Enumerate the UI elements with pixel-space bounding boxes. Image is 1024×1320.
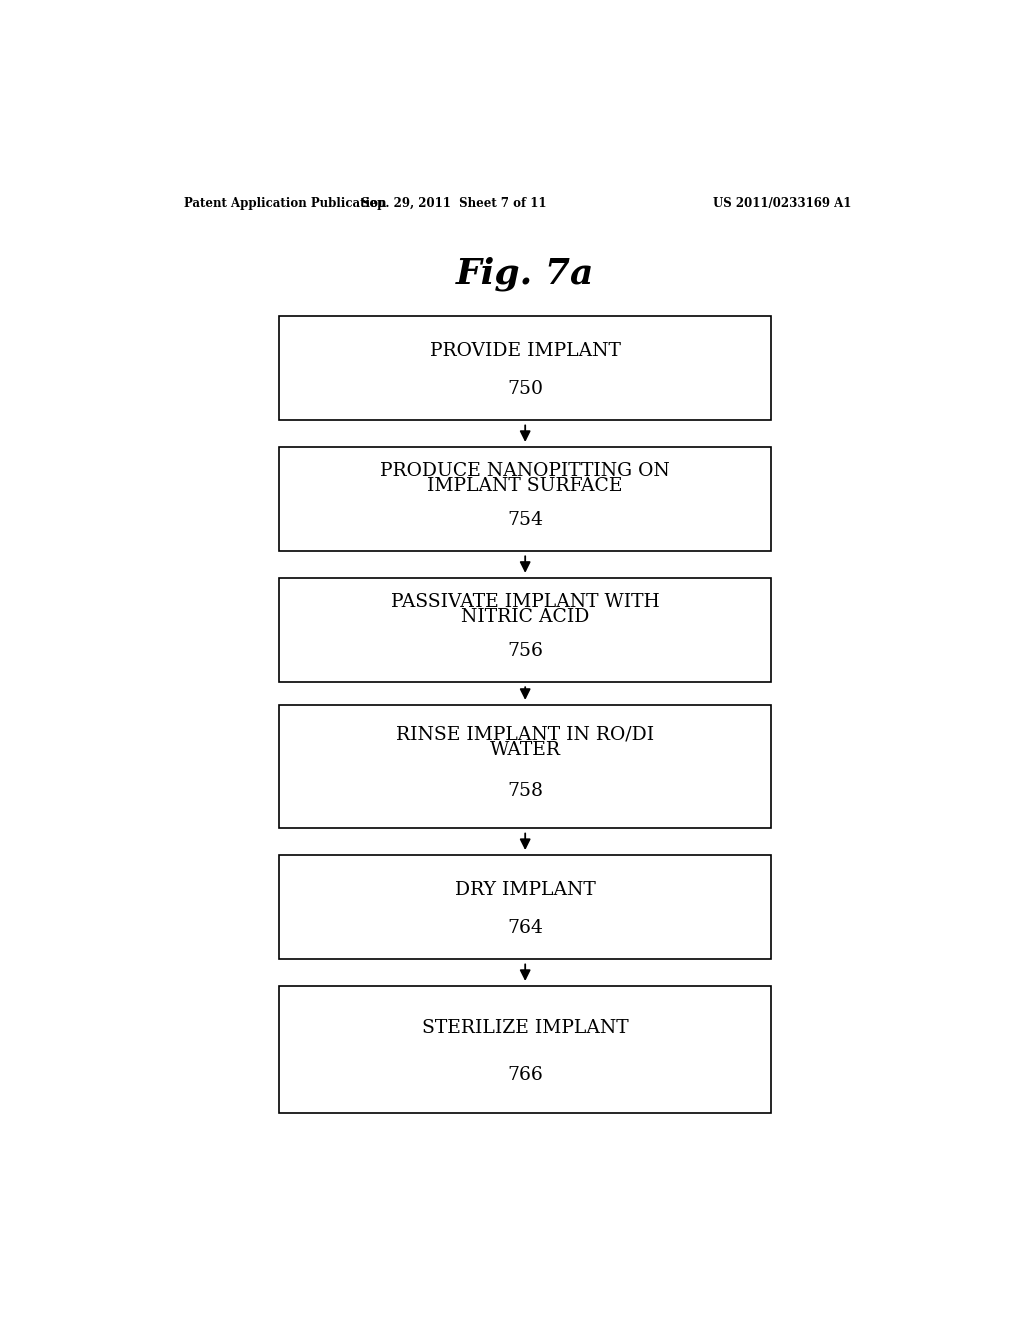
Text: 764: 764 <box>507 919 543 937</box>
Text: RINSE IMPLANT IN RO/DI: RINSE IMPLANT IN RO/DI <box>396 726 654 743</box>
Text: PASSIVATE IMPLANT WITH: PASSIVATE IMPLANT WITH <box>391 593 659 611</box>
Text: US 2011/0233169 A1: US 2011/0233169 A1 <box>713 197 852 210</box>
Text: 750: 750 <box>507 380 543 399</box>
Text: DRY IMPLANT: DRY IMPLANT <box>455 880 596 899</box>
Bar <box>280 317 771 420</box>
Bar <box>280 986 771 1113</box>
Text: 754: 754 <box>507 511 543 529</box>
Text: WATER: WATER <box>489 741 561 759</box>
Bar <box>280 855 771 960</box>
Text: 758: 758 <box>507 783 543 800</box>
Text: 766: 766 <box>507 1067 543 1084</box>
Text: PROVIDE IMPLANT: PROVIDE IMPLANT <box>430 342 621 359</box>
Text: 756: 756 <box>507 642 543 660</box>
Text: Patent Application Publication: Patent Application Publication <box>183 197 386 210</box>
Text: PRODUCE NANOPITTING ON: PRODUCE NANOPITTING ON <box>380 462 670 479</box>
Text: IMPLANT SURFACE: IMPLANT SURFACE <box>427 477 623 495</box>
Text: Sep. 29, 2011  Sheet 7 of 11: Sep. 29, 2011 Sheet 7 of 11 <box>360 197 546 210</box>
Text: STERILIZE IMPLANT: STERILIZE IMPLANT <box>422 1019 629 1038</box>
Bar <box>280 705 771 829</box>
Text: Fig. 7a: Fig. 7a <box>456 256 594 292</box>
Bar <box>280 578 771 682</box>
Text: NITRIC ACID: NITRIC ACID <box>461 609 590 626</box>
Bar <box>280 447 771 552</box>
